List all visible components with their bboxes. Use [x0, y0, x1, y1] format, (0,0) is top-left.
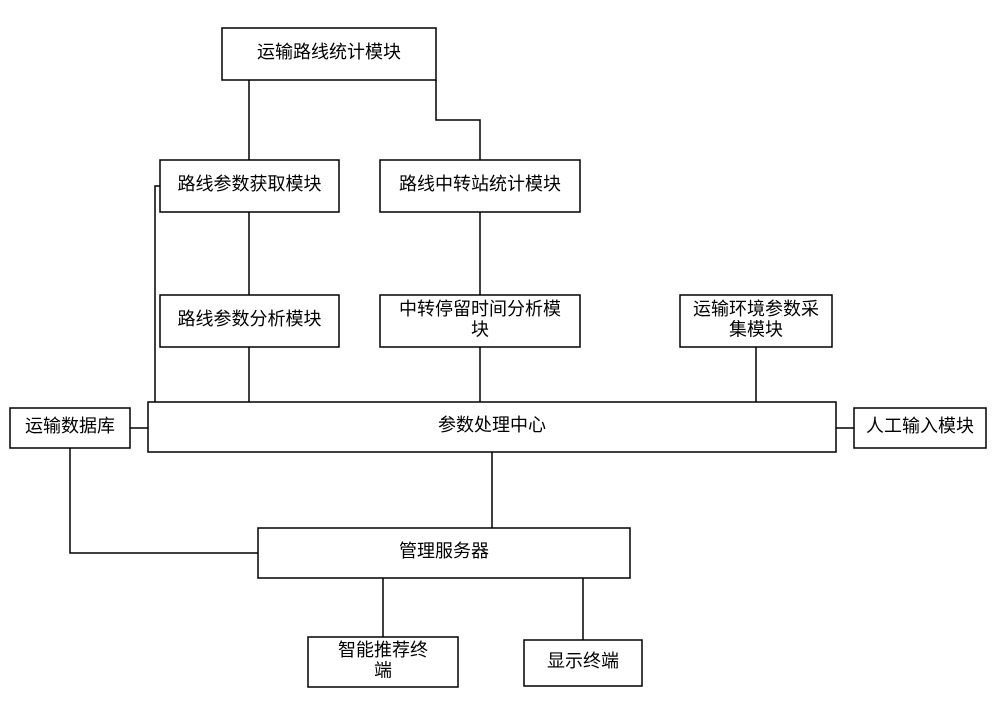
- node-label: 显示终端: [547, 651, 619, 671]
- node-label: 端: [374, 660, 392, 680]
- node-label: 集模块: [729, 319, 783, 339]
- nodes-group: 运输路线统计模块路线参数获取模块 路线中转站统计模块路线参数分析模块 中转停留时间分…: [10, 28, 986, 687]
- node-label: 路线参数获取模块: [178, 174, 322, 194]
- node-n1: 运输路线统计模块: [222, 28, 436, 80]
- node-label: 人工输入模块: [866, 416, 974, 436]
- edge: [436, 80, 480, 160]
- node-n12: 显示终端: [524, 640, 642, 686]
- node-label: 中转停留时间分析模: [399, 299, 561, 319]
- edge: [155, 186, 160, 402]
- node-n7: 运输数据库: [10, 408, 130, 448]
- node-label: 块: [471, 319, 489, 339]
- node-n10: 管理服务器: [258, 528, 630, 578]
- node-label: 参数处理中心: [438, 415, 546, 435]
- edge: [70, 448, 258, 553]
- node-n5: 中转停留时间分析模块: [380, 295, 580, 347]
- node-n9: 人工输入模块: [854, 408, 986, 448]
- node-n8: 参数处理中心: [148, 402, 836, 452]
- node-label: 路线中转站统计模块: [399, 174, 561, 194]
- node-n11: 智能推荐终端: [308, 637, 458, 687]
- node-n3: 路线中转站统计模块: [380, 160, 580, 212]
- node-n6: 运输环境参数采集模块: [680, 295, 832, 347]
- node-label: 运输数据库: [25, 416, 115, 436]
- node-label: 智能推荐终: [338, 640, 428, 660]
- node-n2: 路线参数获取模块: [160, 160, 339, 212]
- node-label: 运输路线统计模块: [257, 42, 401, 62]
- node-label: 路线参数分析模块: [178, 309, 322, 329]
- flowchart-canvas: 运输路线统计模块路线参数获取模块 路线中转站统计模块路线参数分析模块 中转停留时间分…: [0, 0, 1000, 726]
- node-label: 管理服务器: [399, 541, 489, 561]
- node-n4: 路线参数分析模块: [160, 295, 339, 347]
- node-label: 运输环境参数采: [693, 299, 819, 319]
